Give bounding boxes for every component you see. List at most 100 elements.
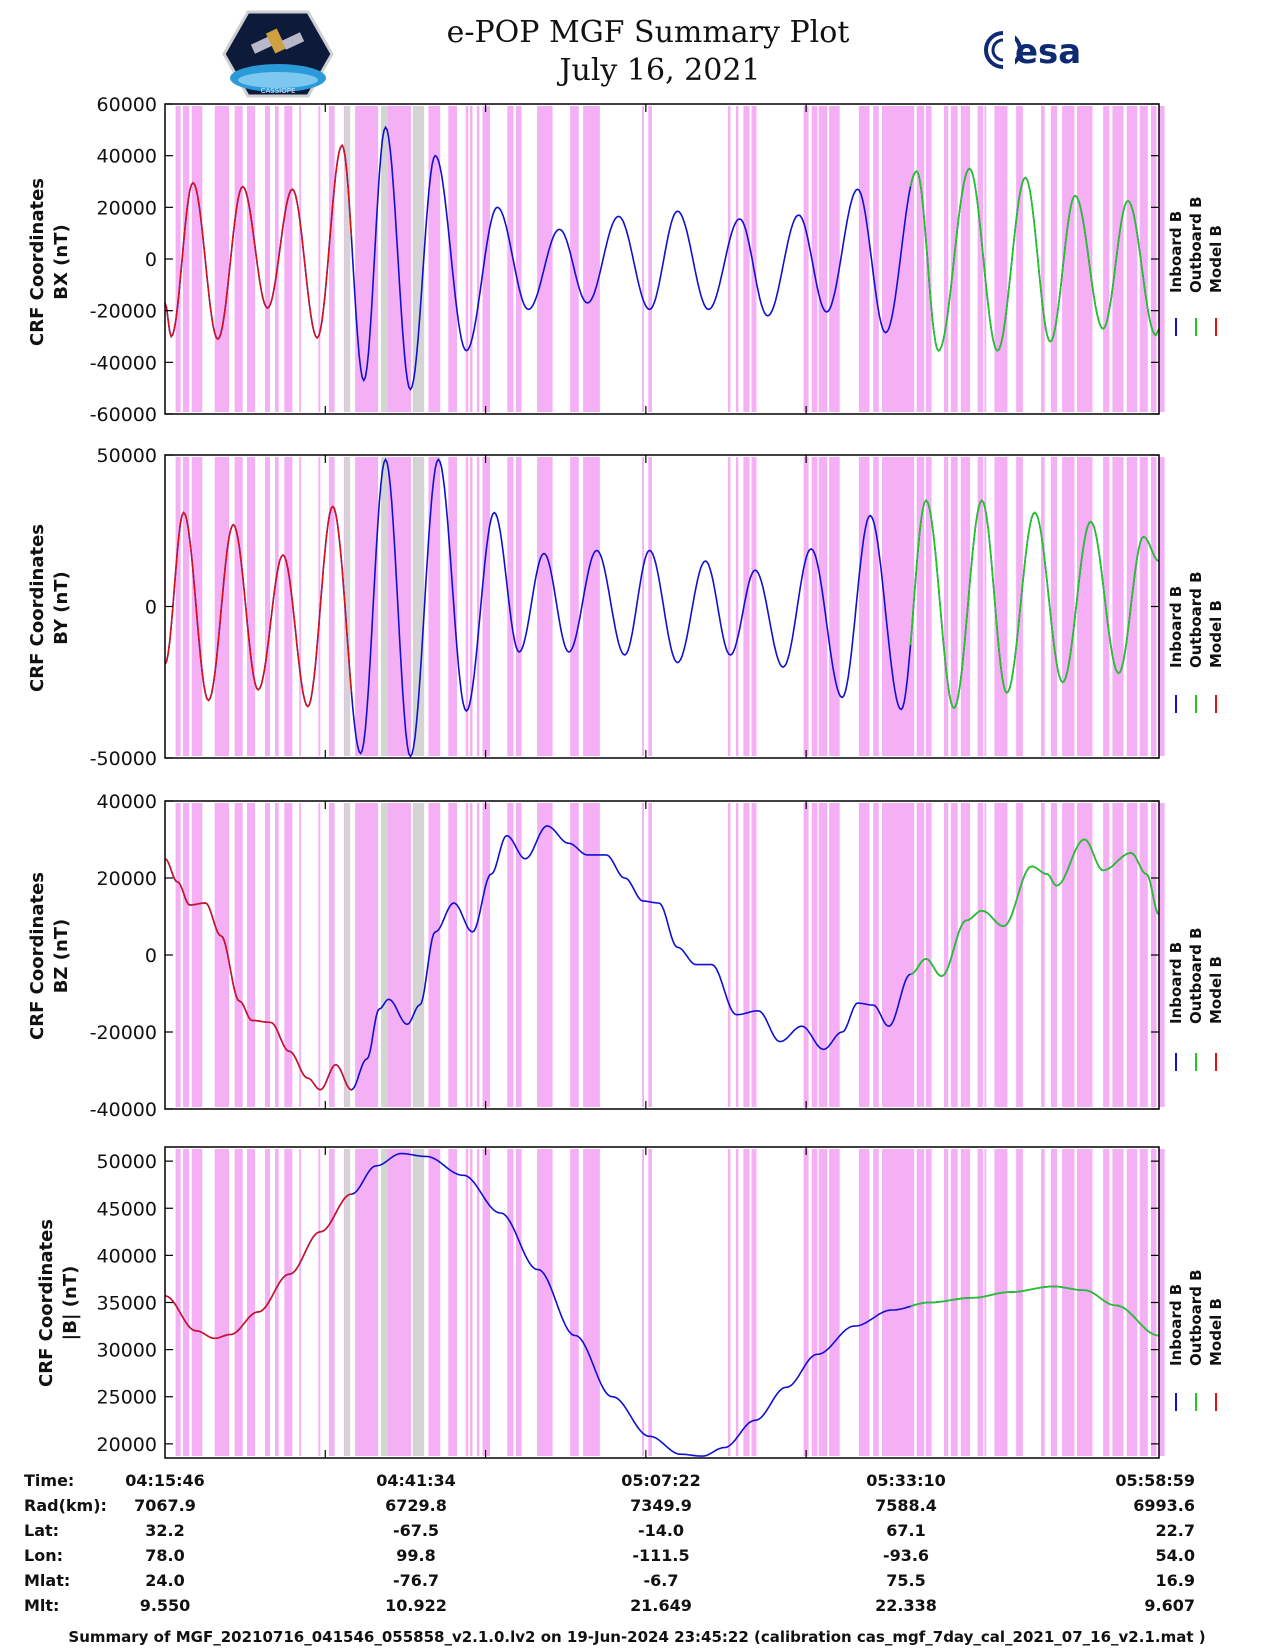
y-tick-label: 30000	[97, 1340, 157, 1362]
pink-shade-band	[234, 803, 243, 1107]
pink-shade-band	[751, 106, 757, 412]
gray-shade-band	[381, 457, 388, 756]
info-cell: -14.0	[638, 1521, 684, 1540]
pink-shade-band	[727, 1149, 731, 1456]
model-series-line	[164, 1193, 352, 1340]
info-cell: 75.5	[886, 1571, 925, 1590]
pink-shade-band	[950, 1149, 958, 1456]
info-cell: 16.9	[1156, 1571, 1195, 1590]
pink-shade-band	[275, 1149, 279, 1456]
pink-shade-band	[234, 106, 243, 412]
bmag-ylabel-line1: CRF Coordinates	[36, 1219, 57, 1387]
pink-shade-band	[803, 106, 809, 412]
info-cell: 78.0	[145, 1546, 184, 1565]
pink-shade-band	[1016, 1149, 1023, 1456]
pink-shade-band	[1139, 1149, 1148, 1456]
legend-model-label: Model B	[1207, 225, 1225, 293]
pink-shade-band	[265, 106, 270, 412]
pink-shade-band	[470, 457, 473, 756]
pink-shade-band	[265, 457, 270, 756]
y-tick-label: -40000	[90, 1099, 157, 1121]
pink-shade-band	[727, 803, 731, 1107]
model-series-line	[164, 505, 353, 708]
inboard-series-line	[164, 457, 1160, 759]
gray-shade-band	[381, 106, 388, 412]
pink-shade-band	[1103, 803, 1110, 1107]
info-row-label: Lat:	[24, 1521, 59, 1540]
pink-shade-band	[482, 457, 490, 756]
pink-shade-band	[476, 1149, 480, 1456]
pink-shade-band	[476, 803, 480, 1107]
info-cell: 10.922	[385, 1596, 447, 1615]
pink-shade-band	[1139, 803, 1148, 1107]
pink-shade-band	[960, 106, 966, 412]
pink-shade-band	[916, 457, 925, 756]
gray-shade-band	[381, 803, 388, 1107]
pink-shade-band	[1050, 1149, 1058, 1456]
info-cell: 9.550	[140, 1596, 191, 1615]
pink-shade-band	[873, 106, 879, 412]
pink-shade-band	[329, 1149, 335, 1456]
pink-shade-band	[803, 803, 809, 1107]
pink-shade-band	[318, 1149, 321, 1456]
pink-shade-band	[994, 803, 1008, 1107]
pink-shade-band	[214, 803, 229, 1107]
pink-shade-band	[965, 1149, 971, 1456]
gray-shade-band	[413, 803, 425, 1107]
pink-shade-band	[858, 1149, 870, 1456]
outboard-series-line	[909, 499, 1160, 710]
bx-ylabel-line1: CRF Coordinates	[27, 178, 48, 346]
pink-shade-band	[965, 803, 971, 1107]
pink-shade-band	[1041, 1149, 1045, 1456]
pink-shade-band	[470, 106, 473, 412]
pink-shade-band	[570, 106, 579, 412]
pink-shade-band	[448, 106, 457, 412]
info-cell: 22.7	[1156, 1521, 1195, 1540]
pink-shade-band	[751, 1149, 757, 1456]
pink-shade-band	[648, 457, 652, 756]
pink-shade-band	[829, 803, 840, 1107]
pink-shade-band	[448, 457, 457, 756]
pink-shade-band	[448, 1149, 457, 1456]
pink-shade-band	[570, 1149, 579, 1456]
pink-shade-band	[1062, 457, 1075, 756]
pink-shade-band	[1126, 106, 1138, 412]
pink-shade-band	[977, 457, 984, 756]
model-series-line	[164, 858, 352, 1091]
footer-caption: Summary of MGF_20210716_041546_055858_v2…	[68, 1628, 1205, 1646]
pink-shade-band	[926, 106, 932, 412]
info-row-label: Mlt:	[24, 1596, 59, 1615]
pink-shade-band	[265, 1149, 270, 1456]
pink-shade-band	[1126, 457, 1138, 756]
pink-shade-band	[570, 803, 579, 1107]
orbit-info-table: Time: 04:15:46 04:41:34 05:07:22 05:33:10 05:…	[24, 1471, 1195, 1615]
pink-shade-band	[1126, 1149, 1138, 1456]
legend-outboard-label: Outboard B	[1187, 927, 1205, 1024]
pink-shade-band	[818, 457, 828, 756]
pink-shade-band	[984, 457, 987, 756]
pink-shade-band	[355, 1149, 379, 1456]
pink-shade-band	[642, 457, 644, 756]
pink-shade-band	[507, 106, 514, 412]
info-row-label: Lon:	[24, 1546, 63, 1565]
pink-shade-band	[428, 106, 441, 412]
by-legend: Inboard B Outboard B Model B	[1167, 571, 1225, 713]
gray-shade-band	[413, 1149, 425, 1456]
inboard-series-line	[164, 125, 1160, 391]
pink-shade-band	[873, 1149, 879, 1456]
pink-shade-band	[950, 803, 958, 1107]
pink-shade-band	[960, 803, 966, 1107]
pink-shade-band	[818, 1149, 828, 1456]
pink-shade-band	[583, 457, 600, 756]
pink-shade-band	[727, 457, 731, 756]
info-cell: 67.1	[886, 1521, 925, 1540]
pink-shade-band	[465, 803, 469, 1107]
pink-shade-band	[1062, 106, 1075, 412]
y-tick-label: -40000	[90, 352, 157, 374]
cassiope-logo: CASSIOPE	[222, 10, 334, 98]
pink-shade-band	[735, 803, 739, 1107]
y-tick-label: -20000	[90, 301, 157, 323]
info-cell: 7349.9	[630, 1496, 692, 1515]
pink-shade-band	[1112, 1149, 1124, 1456]
pink-shade-band	[811, 803, 818, 1107]
